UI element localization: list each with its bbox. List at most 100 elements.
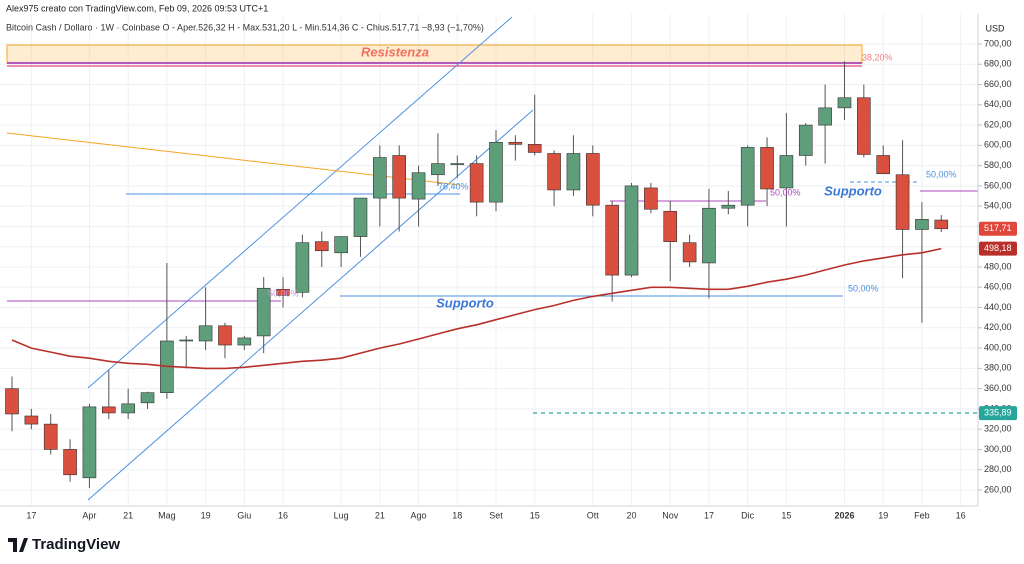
price-label: 517,71	[984, 223, 1012, 233]
y-tick-label: 280,00	[984, 464, 1012, 474]
candle-body	[314, 241, 329, 252]
candle-body	[121, 403, 135, 414]
candle-body	[682, 242, 697, 263]
fib-label: 50,00%	[770, 187, 801, 197]
fib-label: 50,00%	[926, 169, 957, 179]
y-tick-label: 640,00	[984, 99, 1012, 109]
candle-body	[876, 155, 891, 175]
x-tick-label: 21	[123, 510, 133, 520]
candle-body	[411, 172, 426, 200]
candle-body	[218, 325, 232, 346]
logo-icon	[8, 538, 28, 552]
candle-body	[798, 124, 813, 156]
candle-body	[857, 97, 871, 155]
candle-body	[24, 415, 39, 425]
resistance-zone	[6, 44, 863, 64]
candle-body	[392, 155, 407, 199]
fib-label: 38,20%	[862, 52, 893, 62]
x-tick-label: 18	[452, 510, 462, 520]
x-tick-label: 19	[878, 510, 888, 520]
axes: 260,00280,00300,00320,00340,00360,00380,…	[26, 38, 1017, 520]
x-tick-label: 17	[704, 510, 714, 520]
candle-body	[140, 392, 155, 404]
y-tick-label: 700,00	[984, 38, 1012, 48]
price-label-box	[979, 241, 1017, 256]
candle-body	[547, 153, 561, 191]
moving-average	[11, 247, 942, 370]
author-line: Alex975 creato con TradingView.com, Feb …	[6, 3, 268, 13]
candle-body	[353, 197, 368, 237]
y-tick-label: 660,00	[984, 79, 1012, 89]
candle-body	[334, 236, 348, 254]
price-label-box	[979, 221, 1017, 236]
x-tick-label: Apr	[82, 510, 96, 520]
x-tick-label: 2026	[834, 510, 854, 520]
support-label: Supporto	[824, 183, 882, 198]
price-label: 335,89	[984, 407, 1012, 417]
candle-body	[82, 406, 97, 479]
fib-label: 50,00%	[848, 283, 879, 293]
y-tick-label: 480,00	[984, 261, 1012, 271]
y-tick-label: 460,00	[984, 282, 1012, 292]
candle-body	[43, 423, 58, 450]
candle-body	[5, 388, 19, 415]
candle-body	[934, 219, 949, 230]
candle-body	[256, 287, 271, 337]
candle-body	[179, 339, 194, 342]
x-tick-label: 16	[278, 510, 288, 520]
candles	[5, 61, 949, 488]
candle-body	[431, 163, 445, 176]
y-tick-label: 320,00	[984, 424, 1012, 434]
candle-body	[489, 142, 503, 203]
y-tick-label: 600,00	[984, 140, 1012, 150]
candle-body	[585, 153, 600, 206]
x-tick-label: Dic	[741, 510, 754, 520]
symbol-line: Bitcoin Cash / Dollaro · 1W · Coinbase O…	[6, 22, 484, 32]
x-tick-label: Set	[489, 510, 503, 520]
price-label: 498,18	[984, 243, 1012, 253]
candle-body	[721, 204, 736, 209]
y-tick-label: 300,00	[984, 444, 1012, 454]
candle-body	[760, 147, 774, 190]
candle-body	[450, 163, 465, 165]
candle-body	[779, 155, 794, 189]
candle-body	[605, 204, 619, 276]
candle-body	[237, 337, 252, 346]
x-tick-label: 19	[201, 510, 211, 520]
x-tick-label: 15	[781, 510, 791, 520]
channel-line	[87, 16, 513, 389]
candle-body	[198, 325, 213, 342]
y-tick-label: 400,00	[984, 342, 1012, 352]
x-tick-label: Feb	[914, 510, 930, 520]
y-tick-label: 260,00	[984, 484, 1012, 494]
candle-body	[373, 157, 387, 199]
logo: TradingView	[8, 536, 120, 553]
x-tick-label: Mag	[158, 510, 176, 520]
x-tick-label: 20	[627, 510, 637, 520]
currency-label: USD	[985, 23, 1005, 33]
candle-body	[663, 210, 678, 242]
y-tick-label: 560,00	[984, 180, 1012, 190]
candle-body	[566, 153, 581, 191]
x-tick-label: 17	[26, 510, 36, 520]
x-tick-label: Nov	[662, 510, 679, 520]
logo-text: TradingView	[32, 536, 120, 553]
candle-body	[644, 187, 658, 210]
candle-body	[469, 163, 484, 203]
y-tick-label: 380,00	[984, 363, 1012, 373]
x-tick-label: Ago	[411, 510, 427, 520]
candle-body	[63, 449, 77, 476]
candle-body	[895, 174, 910, 230]
candle-body	[702, 207, 716, 264]
x-tick-label: 15	[530, 510, 540, 520]
y-tick-label: 680,00	[984, 59, 1012, 69]
grid	[0, 14, 978, 506]
support-label: Supporto	[436, 295, 494, 310]
candle-body	[276, 288, 290, 296]
y-tick-label: 540,00	[984, 201, 1012, 211]
x-tick-label: Ott	[587, 510, 600, 520]
candle-body	[818, 107, 832, 126]
x-tick-label: Lug	[334, 510, 349, 520]
x-tick-label: 21	[375, 510, 385, 520]
y-tick-label: 420,00	[984, 322, 1012, 332]
